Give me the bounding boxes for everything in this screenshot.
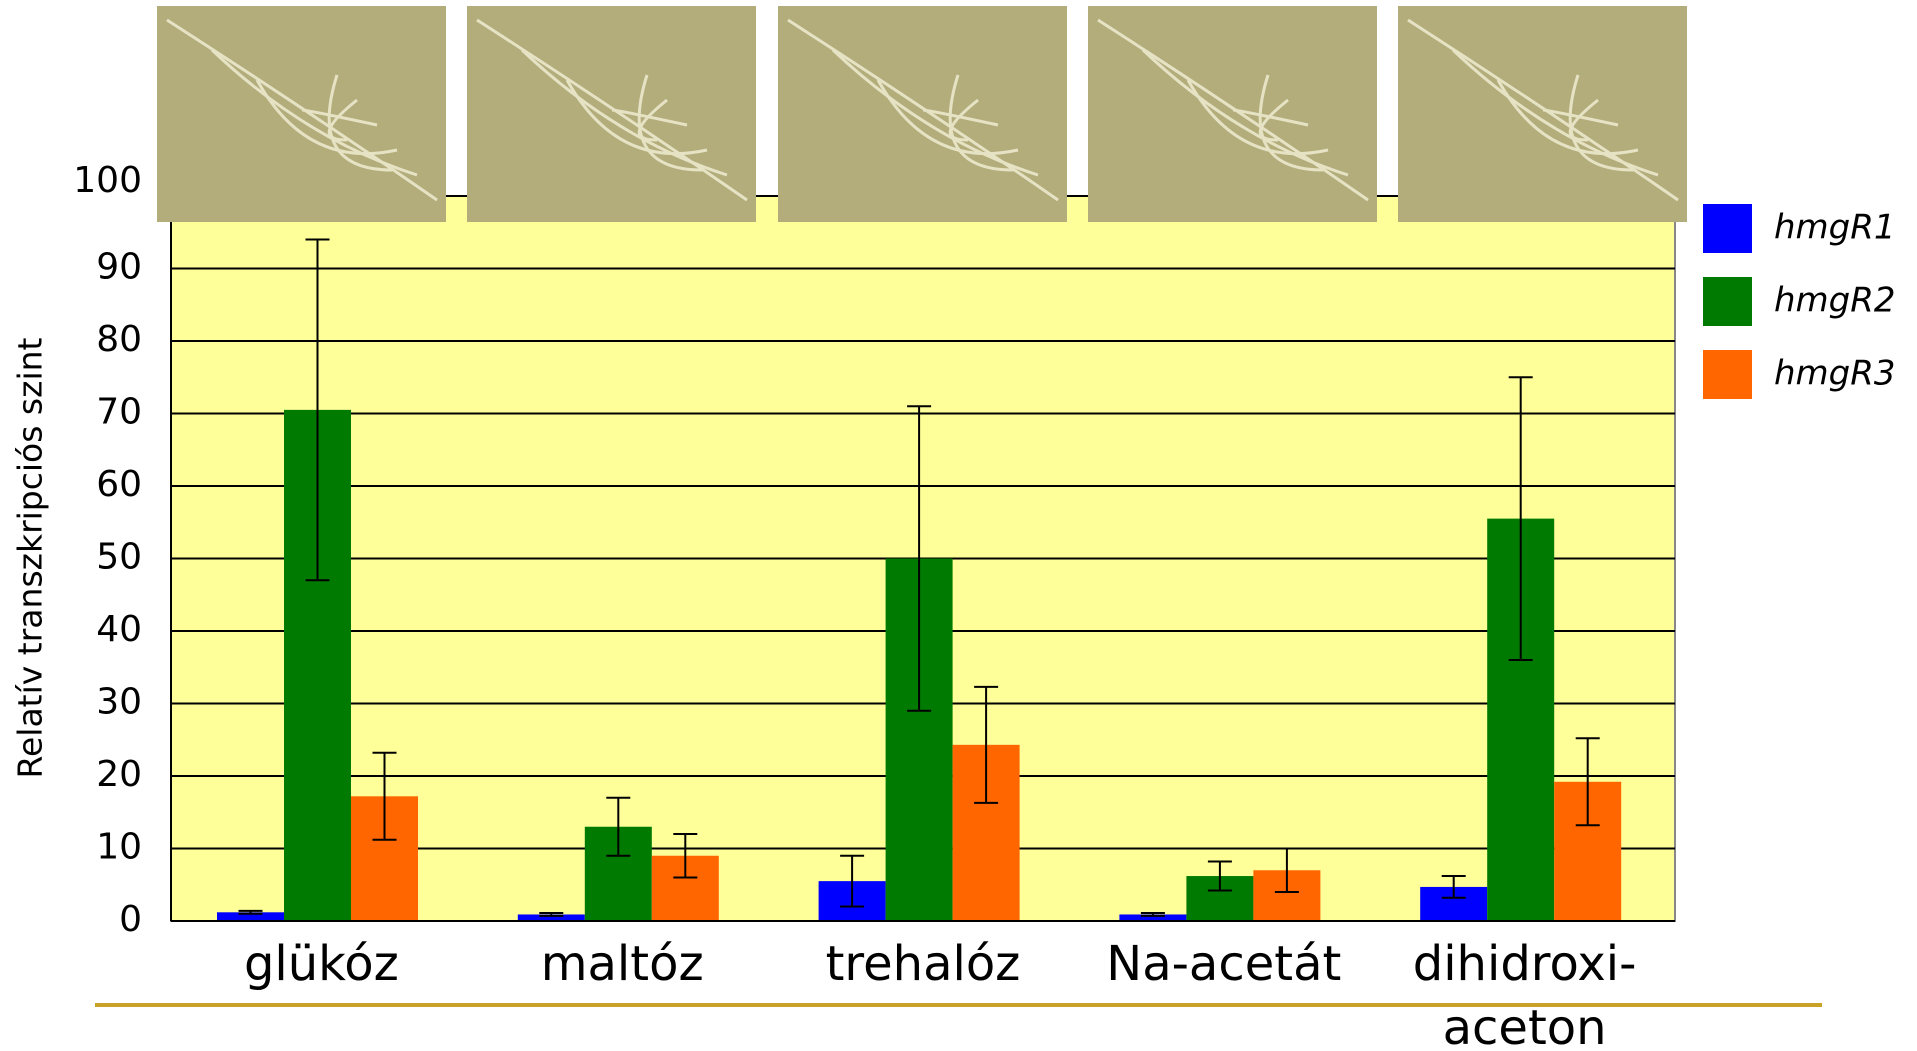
y-tick-label: 60 <box>96 464 142 505</box>
y-tick-label: 0 <box>119 899 142 940</box>
legend-label: hmgR2 <box>1774 281 1896 321</box>
y-axis-label: Relatív transzkripciós szint <box>11 337 50 778</box>
micrograph <box>1088 6 1377 222</box>
legend-label: hmgR1 <box>1774 208 1896 248</box>
micrograph <box>157 6 446 222</box>
y-tick-label: 70 <box>96 392 142 433</box>
micrograph <box>467 6 756 222</box>
x-tick-label: maltóz <box>541 936 704 992</box>
y-tick-label: 10 <box>96 827 142 868</box>
chart: Relatív transzkripciós szint 0 10 20 30 40 50… <box>0 0 1917 1051</box>
legend-label: hmgR3 <box>1774 354 1896 394</box>
x-tick-label: aceton <box>1443 1000 1607 1051</box>
y-tick-label: 80 <box>96 319 142 360</box>
page: {"chart_data": {"type": "bar", "y_label"… <box>0 0 1917 1051</box>
legend-swatch <box>1703 277 1752 326</box>
x-tick-label: dihidroxi- <box>1413 936 1637 992</box>
x-tick-label: Na-acetát <box>1106 936 1341 992</box>
y-tick-label: 20 <box>96 754 142 795</box>
x-tick-label: trehalóz <box>826 936 1021 992</box>
y-tick-label: 40 <box>96 609 142 650</box>
y-tick-label: 50 <box>96 537 142 578</box>
y-tick-label: 30 <box>96 682 142 723</box>
y-tick-label: 90 <box>96 247 142 288</box>
legend-swatch <box>1703 204 1752 253</box>
x-tick-label: glükóz <box>244 936 399 992</box>
legend-swatch <box>1703 350 1752 399</box>
micrograph <box>1398 6 1687 222</box>
y-tick-label: 100 <box>73 160 142 201</box>
micrograph <box>778 6 1067 222</box>
